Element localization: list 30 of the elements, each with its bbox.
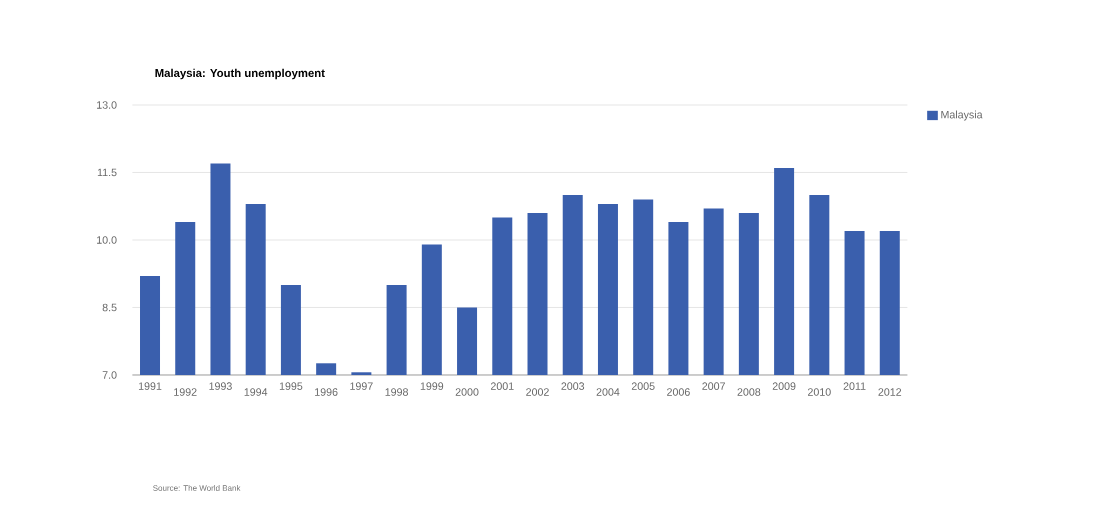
x-tick-label: 1991 bbox=[138, 382, 162, 390]
x-tick-label: 1992 bbox=[174, 388, 197, 396]
x-tick-label: 2008 bbox=[737, 388, 761, 396]
x-tick-label: 2010 bbox=[808, 388, 831, 396]
x-tick-label: 1998 bbox=[385, 388, 408, 396]
y-tick-label: 8.5 bbox=[102, 303, 117, 312]
source-note: Source: The World Bank bbox=[153, 485, 241, 491]
chart-title: Malaysia: Youth unemployment bbox=[155, 68, 325, 80]
x-tick-label: 2004 bbox=[596, 388, 620, 396]
x-tick-label: 1994 bbox=[244, 388, 268, 396]
y-tick-label: 7.0 bbox=[102, 371, 117, 379]
x-tick-label: 2012 bbox=[878, 388, 902, 396]
x-tick-label: 2011 bbox=[843, 382, 866, 390]
x-tick-label: 2007 bbox=[702, 382, 725, 390]
x-tick-label: 2002 bbox=[526, 388, 549, 396]
x-tick-label: 2001 bbox=[490, 382, 514, 390]
x-tick-label: 1997 bbox=[350, 382, 373, 390]
legend-label: Malaysia bbox=[941, 110, 983, 121]
y-tick-label: 13.0 bbox=[97, 101, 117, 109]
x-tick-label: 2003 bbox=[561, 382, 585, 390]
x-tick-label: 2005 bbox=[631, 382, 655, 390]
y-tick-label: 10.0 bbox=[97, 236, 117, 244]
x-tick-label: 1999 bbox=[420, 382, 444, 390]
x-tick-label: 1993 bbox=[209, 382, 232, 390]
x-tick-label: 2000 bbox=[455, 388, 479, 396]
x-tick-label: 1996 bbox=[315, 388, 338, 396]
x-tick-label: 2009 bbox=[772, 382, 796, 390]
x-tick-label: 2006 bbox=[667, 388, 690, 396]
y-tick-label: 11.5 bbox=[97, 168, 117, 177]
x-tick-label: 1995 bbox=[279, 382, 303, 390]
